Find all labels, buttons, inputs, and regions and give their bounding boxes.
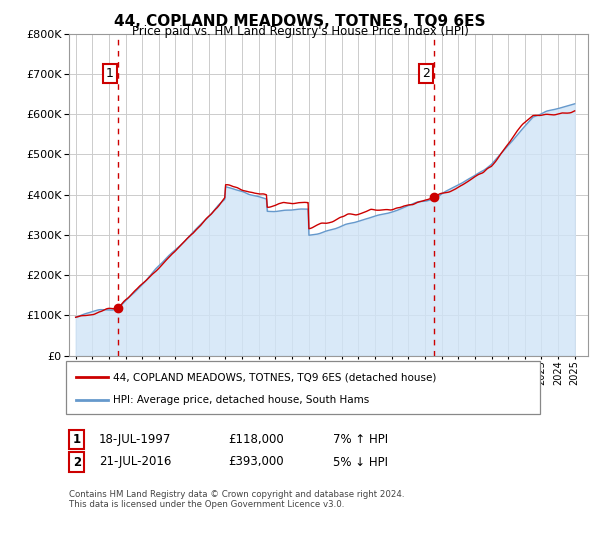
Text: 1: 1 xyxy=(73,433,81,446)
Text: £393,000: £393,000 xyxy=(228,455,284,469)
Text: 2: 2 xyxy=(422,67,430,80)
Text: 18-JUL-1997: 18-JUL-1997 xyxy=(99,433,172,446)
Text: Price paid vs. HM Land Registry's House Price Index (HPI): Price paid vs. HM Land Registry's House … xyxy=(131,25,469,38)
Text: 21-JUL-2016: 21-JUL-2016 xyxy=(99,455,172,469)
Text: 5% ↓ HPI: 5% ↓ HPI xyxy=(333,455,388,469)
Text: 44, COPLAND MEADOWS, TOTNES, TQ9 6ES: 44, COPLAND MEADOWS, TOTNES, TQ9 6ES xyxy=(114,14,486,29)
Text: 7% ↑ HPI: 7% ↑ HPI xyxy=(333,433,388,446)
Text: £118,000: £118,000 xyxy=(228,433,284,446)
Text: HPI: Average price, detached house, South Hams: HPI: Average price, detached house, Sout… xyxy=(113,395,369,405)
Text: 44, COPLAND MEADOWS, TOTNES, TQ9 6ES (detached house): 44, COPLAND MEADOWS, TOTNES, TQ9 6ES (de… xyxy=(113,372,436,382)
Text: 1: 1 xyxy=(106,67,113,80)
Text: Contains HM Land Registry data © Crown copyright and database right 2024.
This d: Contains HM Land Registry data © Crown c… xyxy=(69,490,404,510)
Text: 2: 2 xyxy=(73,455,81,469)
